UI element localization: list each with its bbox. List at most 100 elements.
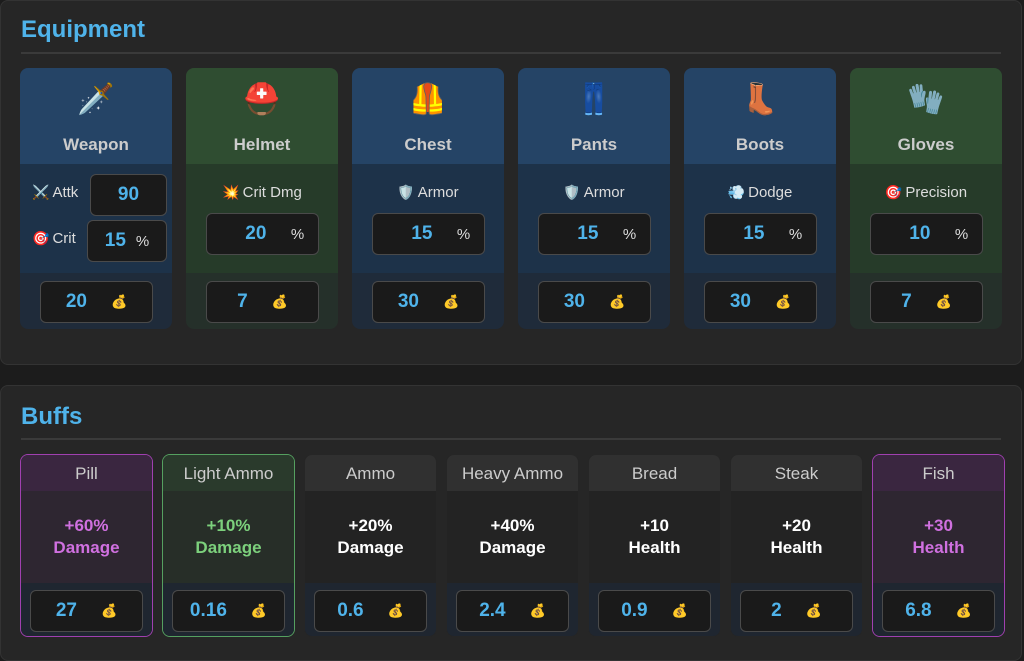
currency-icon: 💰 [387, 603, 404, 618]
stats-area: 💨 Dodge 15% [684, 164, 836, 273]
stat-unit: % [788, 225, 803, 243]
currency-icon: 💰 [442, 294, 460, 309]
buff-effect: +40% [490, 516, 535, 535]
buff-stat: Health [628, 538, 681, 557]
price-input[interactable]: 2 💰 [740, 590, 853, 632]
stat-input[interactable]: 15% [87, 220, 167, 262]
price-input[interactable]: 2.4 💰 [456, 590, 569, 632]
item-icon: 🦺 [409, 83, 447, 116]
stat-unit: % [135, 232, 150, 250]
stat-label: 💥 Crit Dmg [186, 184, 338, 201]
price-input[interactable]: 30 💰 [372, 281, 485, 323]
price-value: 27 [55, 600, 77, 621]
card-header: 👖 Pants [518, 68, 670, 164]
currency-icon: 💰 [271, 294, 288, 309]
stat-input[interactable]: 20% [206, 213, 319, 255]
buffs-panel: Buffs Pill +60% Damage 27 💰 Light Ammo +10% Dam… [0, 385, 1022, 661]
stats-area: 🎯 Precision 10% [850, 164, 1002, 273]
stat-name: Crit [52, 230, 76, 247]
item-name: Boots [735, 135, 785, 154]
price-value: 2.4 [479, 600, 506, 621]
buff-effect: +10 [640, 516, 669, 535]
buff-effect: +60% [64, 516, 109, 535]
stat-input[interactable]: 15% [538, 213, 651, 255]
currency-icon: 💰 [250, 603, 268, 618]
stat-label: ⚔️ Attk [32, 184, 78, 201]
buff-card: Light Ammo +10% Damage 0.16 💰 [162, 454, 295, 637]
equipment-panel: Equipment 🗡️ Weapon ⚔️ Attk 90 🎯 Crit 15% 20 💰 ⛑️ H… [0, 0, 1022, 365]
buff-name: Steak [774, 464, 819, 483]
stat-value: 15 [411, 223, 433, 244]
card-header: 🦺 Chest [352, 68, 504, 164]
item-name: Gloves [897, 135, 955, 154]
equipment-card: 🦺 Chest 🛡️ Armor 15% 30 💰 [352, 68, 504, 329]
buff-name: Light Ammo [183, 464, 274, 483]
stat-value: 20 [245, 223, 267, 244]
stat-label: 🛡️ Armor [352, 184, 504, 201]
item-icon: 👢 [741, 83, 779, 116]
divider [21, 438, 1001, 440]
price-input[interactable]: 6.8 💰 [882, 590, 995, 632]
divider [21, 52, 1001, 54]
item-icon: 🧤 [907, 83, 945, 116]
price-input[interactable]: 7 💰 [206, 281, 319, 323]
buff-stat: Health [912, 538, 965, 557]
currency-icon: 💰 [935, 294, 952, 309]
price-input[interactable]: 0.6 💰 [314, 590, 427, 632]
card-header: ⛑️ Helmet [186, 68, 338, 164]
currency-icon: 💰 [955, 603, 972, 618]
price-value: 30 [397, 291, 419, 312]
section-title: Buffs [21, 403, 83, 430]
price-input[interactable]: 30 💰 [704, 281, 817, 323]
stats-area: 💥 Crit Dmg 20% [186, 164, 338, 273]
item-name: Weapon [63, 135, 129, 154]
currency-icon: 💰 [110, 294, 128, 309]
stat-icon: 💥 [222, 184, 240, 200]
stat-label: 💨 Dodge [684, 184, 836, 201]
price-input[interactable]: 7 💰 [870, 281, 983, 323]
stats-area: 🛡️ Armor 15% [352, 164, 504, 273]
currency-icon: 💰 [671, 603, 688, 618]
buff-name: Ammo [345, 464, 396, 483]
buff-card: Ammo +20% Damage 0.6 💰 [304, 454, 437, 637]
buff-card: Heavy Ammo +40% Damage 2.4 💰 [446, 454, 579, 637]
stat-input[interactable]: 15% [704, 213, 817, 255]
stat-name: Armor [417, 184, 459, 201]
stat-input[interactable]: 90 [90, 174, 167, 216]
currency-icon: 💰 [805, 603, 822, 618]
price-value: 6.8 [905, 600, 932, 621]
stat-input[interactable]: 10% [870, 213, 983, 255]
price-value: 0.6 [337, 600, 364, 621]
item-name: Chest [404, 135, 452, 154]
stat-unit: % [456, 225, 471, 243]
buff-card: Steak +20 Health 2 💰 [730, 454, 863, 637]
price-value: 0.9 [621, 600, 648, 621]
stat-name: Precision [905, 184, 968, 201]
stat-unit: % [290, 225, 305, 243]
price-input[interactable]: 30 💰 [538, 281, 651, 323]
buff-card: Pill +60% Damage 27 💰 [20, 454, 153, 637]
stat-input[interactable]: 15% [372, 213, 485, 255]
stat-icon: 💨 [727, 184, 746, 200]
stats-area: 🛡️ Armor 15% [518, 164, 670, 273]
buff-effect: +30 [924, 516, 953, 535]
equipment-card: 👢 Boots 💨 Dodge 15% 30 💰 [684, 68, 836, 329]
buff-card: Bread +10 Health 0.9 💰 [588, 454, 721, 637]
price-input[interactable]: 0.16 💰 [172, 590, 285, 632]
price-input[interactable]: 0.9 💰 [598, 590, 711, 632]
price-input[interactable]: 20 💰 [40, 281, 153, 323]
stat-name: Crit Dmg [242, 184, 302, 201]
buff-stat: Damage [479, 538, 546, 557]
equipment-card: 🧤 Gloves 🎯 Precision 10% 7 💰 [850, 68, 1002, 329]
stats-area: ⚔️ Attk 90 🎯 Crit 15% [20, 164, 172, 273]
equipment-card: 👖 Pants 🛡️ Armor 15% 30 💰 [518, 68, 670, 329]
stat-label: 🛡️ Armor [518, 184, 670, 201]
section-title: Equipment [21, 16, 145, 43]
buff-stat: Damage [337, 538, 404, 557]
price-input[interactable]: 27 💰 [30, 590, 143, 632]
price-value: 30 [729, 291, 751, 312]
buff-header: Steak [731, 455, 862, 491]
stat-value: 10 [909, 223, 931, 244]
card-header: 👢 Boots [684, 68, 836, 164]
item-icon: ⛑️ [243, 83, 281, 116]
